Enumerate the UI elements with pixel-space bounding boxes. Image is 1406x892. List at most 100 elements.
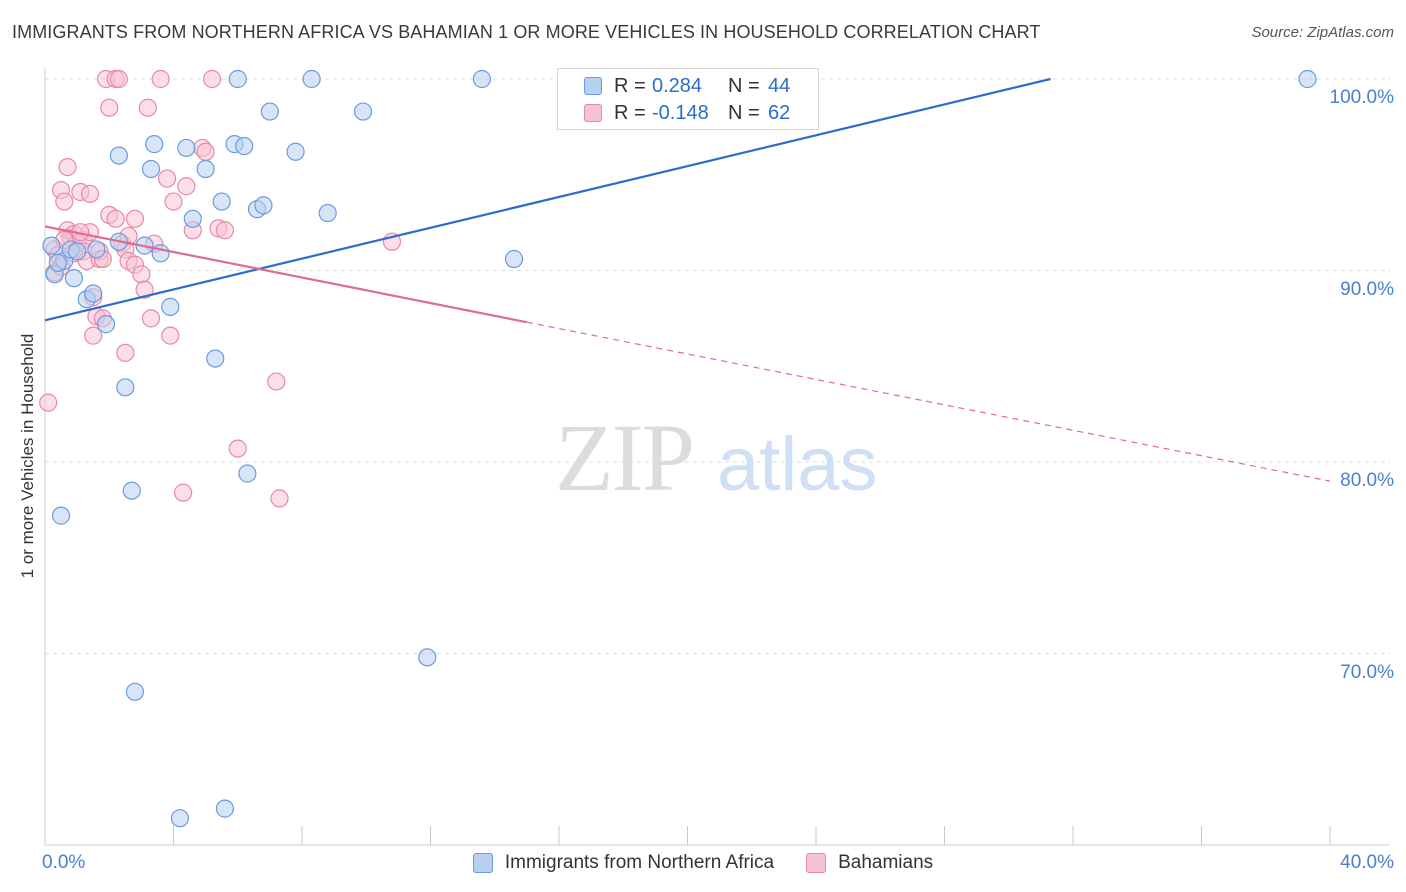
series-legend: Immigrants from Northern Africa Bahamian… [0, 852, 1406, 874]
data-point-immigrants [109, 146, 128, 165]
legend-row-blue: R = 0.284 N = 44 [584, 73, 790, 99]
data-point-immigrants [318, 203, 337, 223]
data-point-immigrants [170, 809, 190, 828]
correlation-legend: R = 0.284 N = 44 R = -0.148 N = 62 [557, 68, 819, 130]
data-point-immigrants [87, 240, 106, 259]
data-point-bahamians [161, 326, 180, 345]
series-swatch-pink [806, 853, 827, 873]
y-tick-label: 80.0% [1340, 470, 1394, 491]
data-point-bahamians [84, 326, 103, 345]
data-point-bahamians [109, 69, 128, 89]
legend-r-value: -0.148 [652, 101, 709, 124]
legend-r-label: R = [614, 101, 646, 124]
data-point-bahamians [196, 142, 215, 161]
data-point-immigrants [1298, 69, 1317, 89]
data-point-immigrants [418, 648, 437, 667]
legend-n-value: 44 [768, 74, 791, 97]
data-point-immigrants [96, 315, 116, 334]
data-point-bahamians [106, 209, 125, 228]
data-point-bahamians [39, 393, 58, 412]
data-point-bahamians [55, 192, 74, 211]
data-point-bahamians [138, 98, 157, 117]
data-point-bahamians [228, 439, 247, 458]
legend-r-value: 0.284 [652, 74, 703, 97]
data-point-immigrants [215, 799, 234, 818]
data-point-immigrants [48, 253, 67, 272]
data-point-immigrants [84, 284, 103, 303]
legend-row-pink: R = -0.148 N = 62 [584, 100, 790, 126]
trend-line-bahamians [44, 225, 528, 324]
watermark-zip: ZIP [555, 404, 693, 511]
legend-n-label: N = [728, 101, 760, 124]
data-point-bahamians [80, 184, 100, 203]
legend-r-label: R = [614, 74, 646, 97]
data-point-immigrants [206, 349, 225, 368]
data-point-immigrants [228, 69, 247, 89]
data-point-immigrants [141, 159, 161, 179]
chart-title: IMMIGRANTS FROM NORTHERN AFRICA VS BAHAM… [12, 22, 1041, 42]
data-point-bahamians [270, 489, 289, 508]
data-point-bahamians [202, 69, 222, 89]
y-tick-label: 70.0% [1340, 661, 1394, 683]
data-point-immigrants [353, 102, 373, 121]
series-swatch-blue [472, 853, 493, 873]
immigrants-northern-africa-points [42, 69, 1317, 828]
data-point-bahamians [151, 69, 170, 89]
y-tick-label: 90.0% [1340, 278, 1394, 300]
series-label: Immigrants from Northern Africa [504, 852, 775, 873]
grid-lines [45, 78, 1390, 654]
series-legend-item-blue: Immigrants from Northern Africa [472, 852, 775, 874]
data-point-immigrants [504, 249, 524, 269]
watermark: ZIP atlas [555, 404, 878, 511]
data-point-bahamians [177, 177, 196, 196]
legend-swatch-pink [584, 104, 602, 122]
legend-n-label: N = [728, 74, 760, 97]
data-point-immigrants [196, 159, 215, 179]
data-point-bahamians [58, 157, 77, 177]
data-point-immigrants [254, 196, 273, 215]
data-point-immigrants [235, 136, 254, 156]
data-point-immigrants [42, 236, 61, 255]
data-point-bahamians [215, 221, 234, 240]
data-point-immigrants [125, 682, 145, 701]
data-point-immigrants [183, 209, 202, 228]
data-point-immigrants [260, 102, 279, 121]
data-point-bahamians [132, 265, 151, 284]
x-tick-label: 40.0% [1340, 852, 1394, 873]
data-point-bahamians [116, 343, 135, 362]
data-point-bahamians [141, 309, 161, 328]
data-point-immigrants [145, 135, 164, 154]
trend-lines [44, 77, 1331, 482]
data-point-bahamians [164, 192, 183, 211]
data-point-immigrants [122, 481, 141, 500]
legend-n-value: 62 [768, 101, 791, 124]
data-point-immigrants [286, 142, 305, 161]
data-point-bahamians [174, 483, 193, 502]
series-legend-item-pink: Bahamians [806, 852, 933, 874]
data-point-immigrants [302, 69, 321, 89]
data-point-immigrants [472, 69, 491, 89]
legend-swatch-blue [584, 77, 602, 95]
data-point-immigrants [212, 192, 231, 211]
data-point-immigrants [51, 506, 71, 525]
axes [44, 68, 1390, 846]
trend-line-bahamians-extension [526, 321, 1331, 482]
watermark-atlas: atlas [717, 422, 878, 507]
data-point-immigrants [177, 138, 196, 158]
data-point-bahamians [135, 280, 154, 299]
source-label: Source: ZipAtlas.com [1251, 24, 1394, 41]
data-point-bahamians [157, 169, 177, 188]
data-point-bahamians [100, 98, 119, 117]
data-point-immigrants [161, 297, 180, 316]
data-point-immigrants [116, 378, 135, 397]
data-point-immigrants [64, 269, 84, 288]
data-point-immigrants [68, 242, 87, 261]
y-tick-label: 100.0% [1329, 87, 1394, 108]
series-label: Bahamians [838, 852, 934, 873]
data-point-bahamians [125, 209, 145, 228]
data-point-bahamians [267, 372, 286, 391]
data-point-immigrants [238, 464, 257, 483]
trend-line-immigrants [44, 77, 1051, 322]
x-tick-label: 0.0% [42, 852, 86, 873]
